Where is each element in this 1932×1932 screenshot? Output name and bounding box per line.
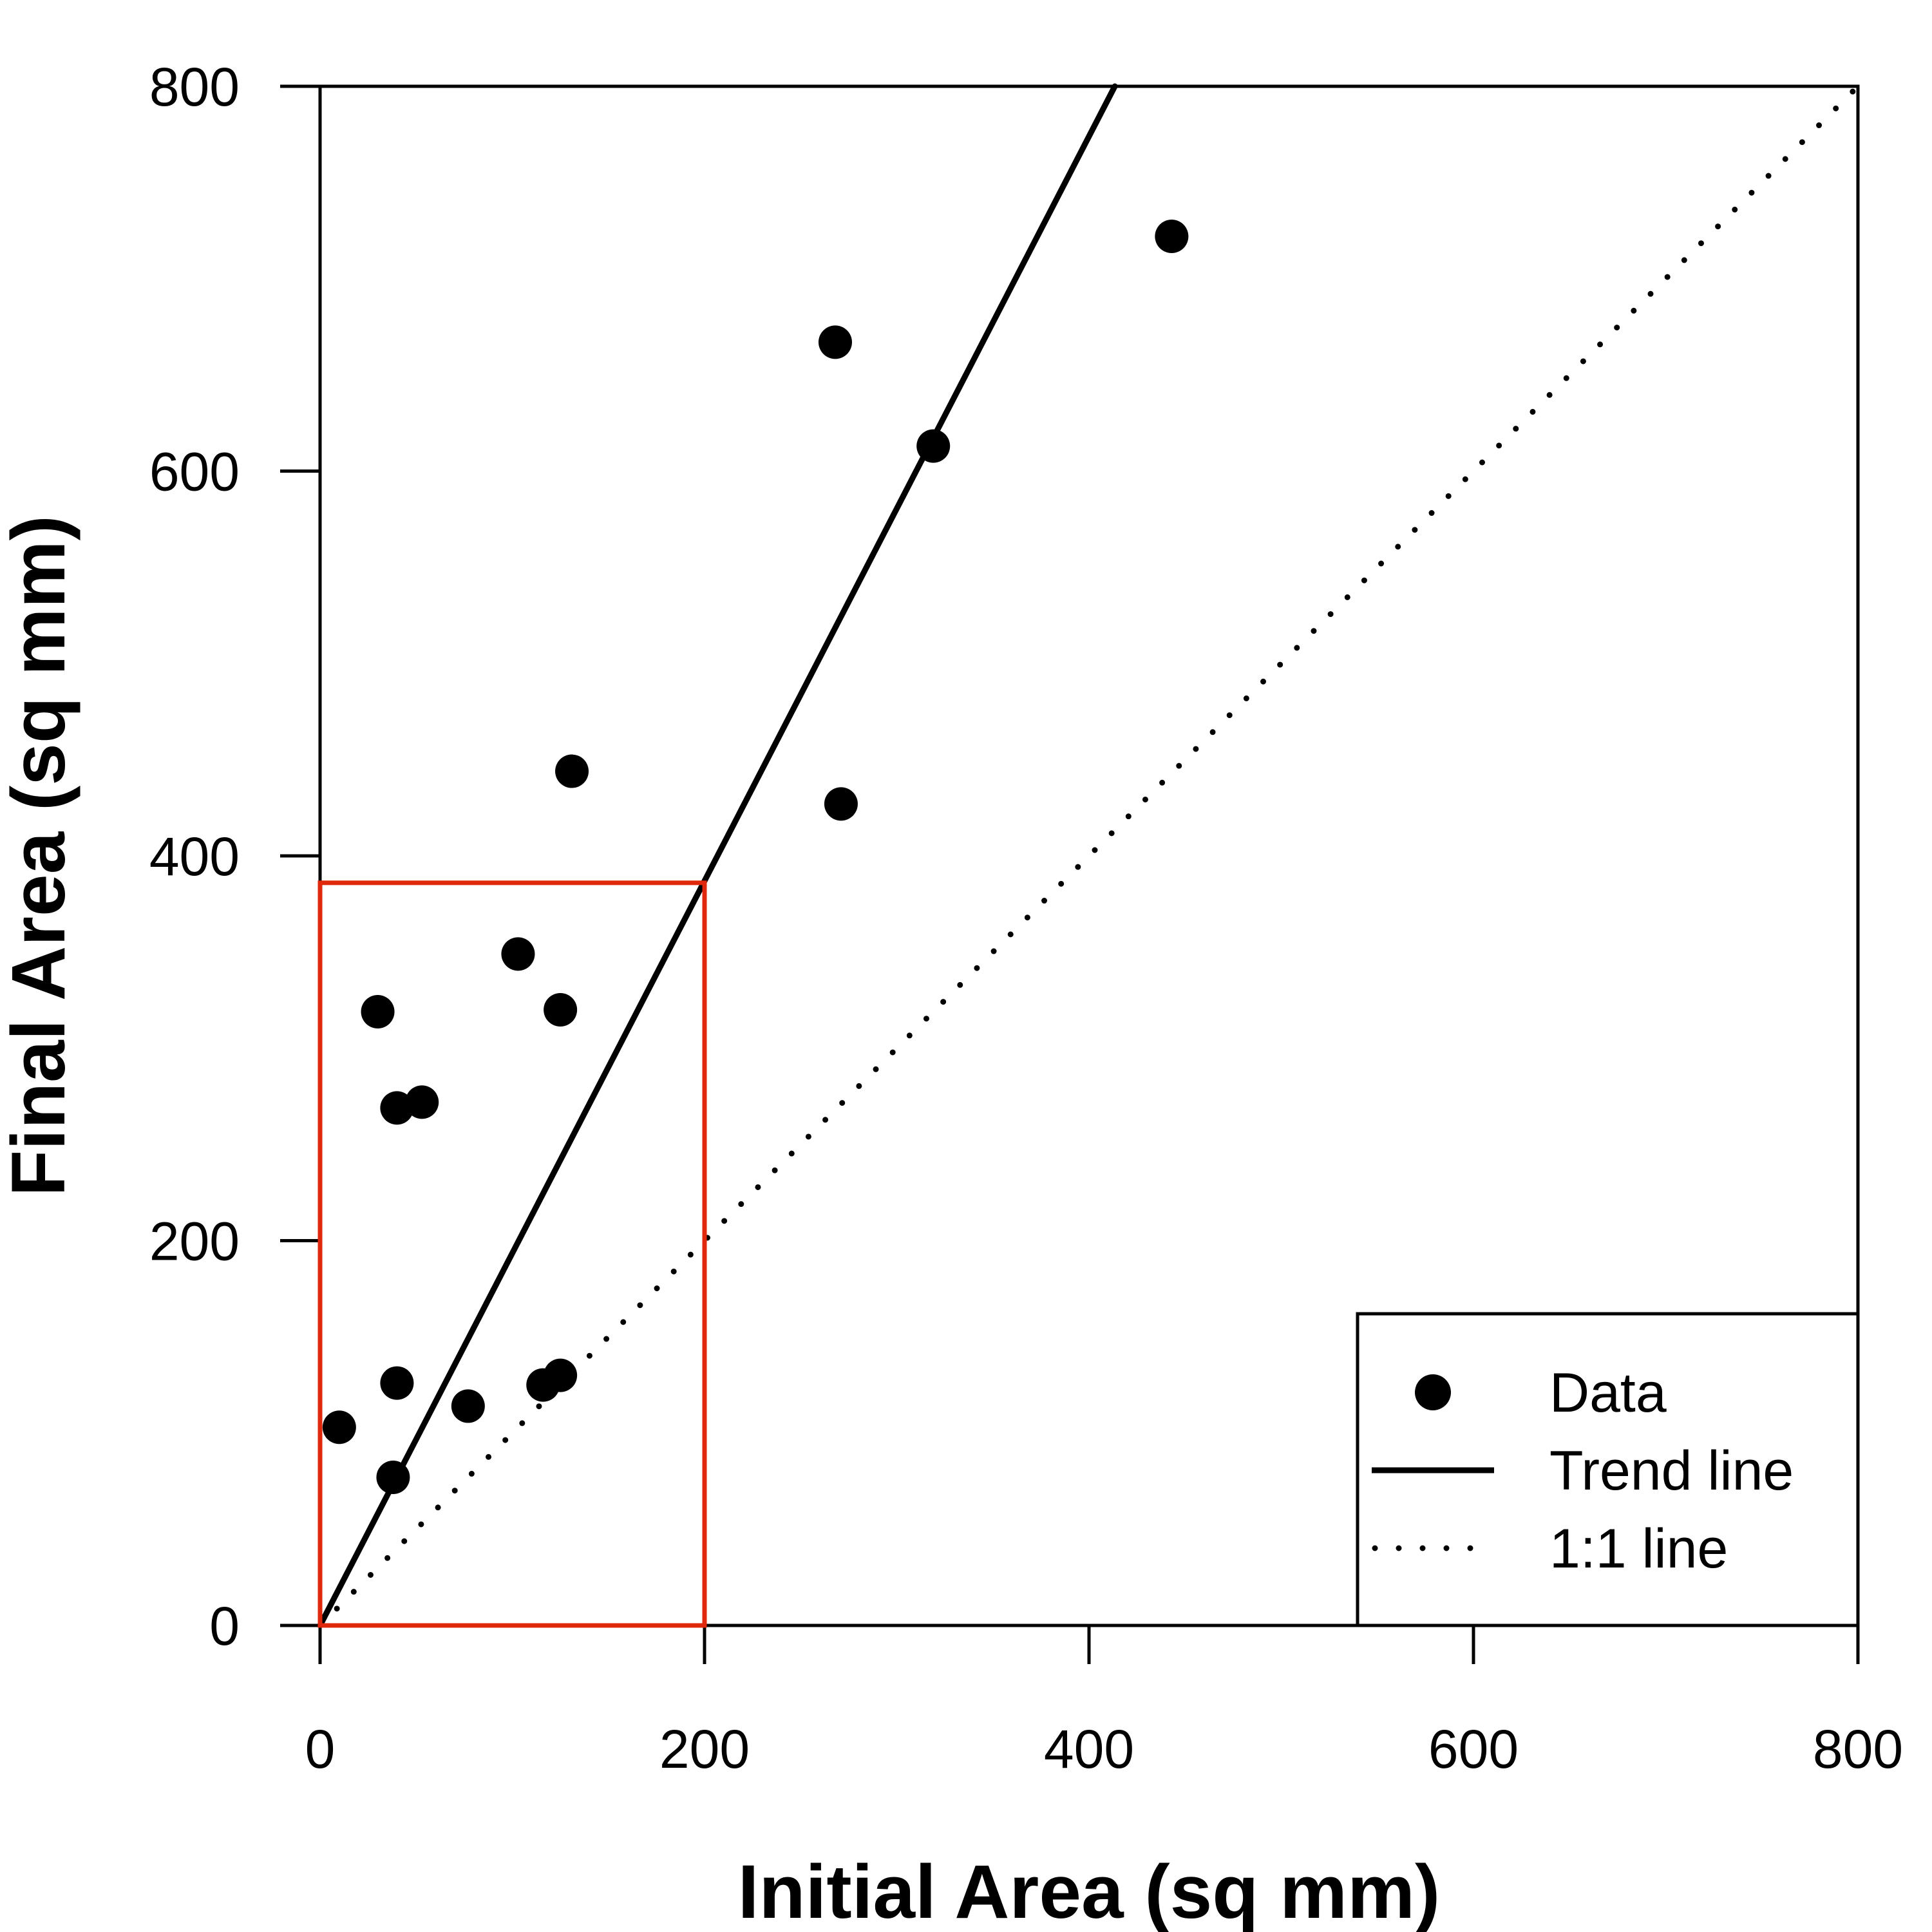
y-tick-label: 800 <box>149 57 240 117</box>
data-point <box>376 1460 410 1494</box>
x-tick-label: 600 <box>1428 1719 1519 1779</box>
legend-trend-label: Trend line <box>1549 1440 1794 1502</box>
trend-line <box>317 83 1118 1629</box>
y-tick-label: 0 <box>209 1596 240 1656</box>
reference-lines <box>317 83 1861 1629</box>
data-point <box>916 429 951 463</box>
one-to-one-line <box>317 83 1861 1629</box>
data-point <box>555 754 589 788</box>
x-axis-title: Initial Area (sq mm) <box>738 1850 1441 1932</box>
y-tick-label: 400 <box>149 826 240 887</box>
legend-data-marker <box>1415 1374 1451 1410</box>
y-tick-label: 200 <box>149 1211 240 1272</box>
data-point <box>405 1085 439 1119</box>
legend-data-label: Data <box>1549 1362 1667 1424</box>
data-point <box>824 787 858 821</box>
data-point <box>818 325 852 359</box>
data-point <box>544 1358 578 1392</box>
data-point <box>380 1091 414 1125</box>
x-tick-label: 0 <box>305 1719 336 1779</box>
y-axis-title: Final Area (sq mm) <box>0 515 81 1197</box>
x-tick-label: 200 <box>659 1719 750 1779</box>
data-point <box>451 1389 485 1423</box>
highlight-box <box>317 880 707 1628</box>
legend-identity-label: 1:1 line <box>1549 1518 1728 1580</box>
data-point <box>361 994 395 1028</box>
axis-ticks: 0 200 400 600 800 0 200 400 600 800 <box>149 57 1903 1779</box>
data-point <box>380 1366 414 1400</box>
y-tick-label: 600 <box>149 442 240 502</box>
x-tick-label: 400 <box>1044 1719 1134 1779</box>
legend: Data Trend line 1:1 line <box>1356 1312 1860 1627</box>
data-point <box>501 937 535 971</box>
data-point <box>322 1410 356 1444</box>
data-point <box>544 993 578 1027</box>
data-points <box>322 220 1189 1494</box>
highlight-layer <box>317 880 707 1628</box>
data-point <box>1155 220 1189 254</box>
x-tick-label: 800 <box>1813 1719 1903 1779</box>
